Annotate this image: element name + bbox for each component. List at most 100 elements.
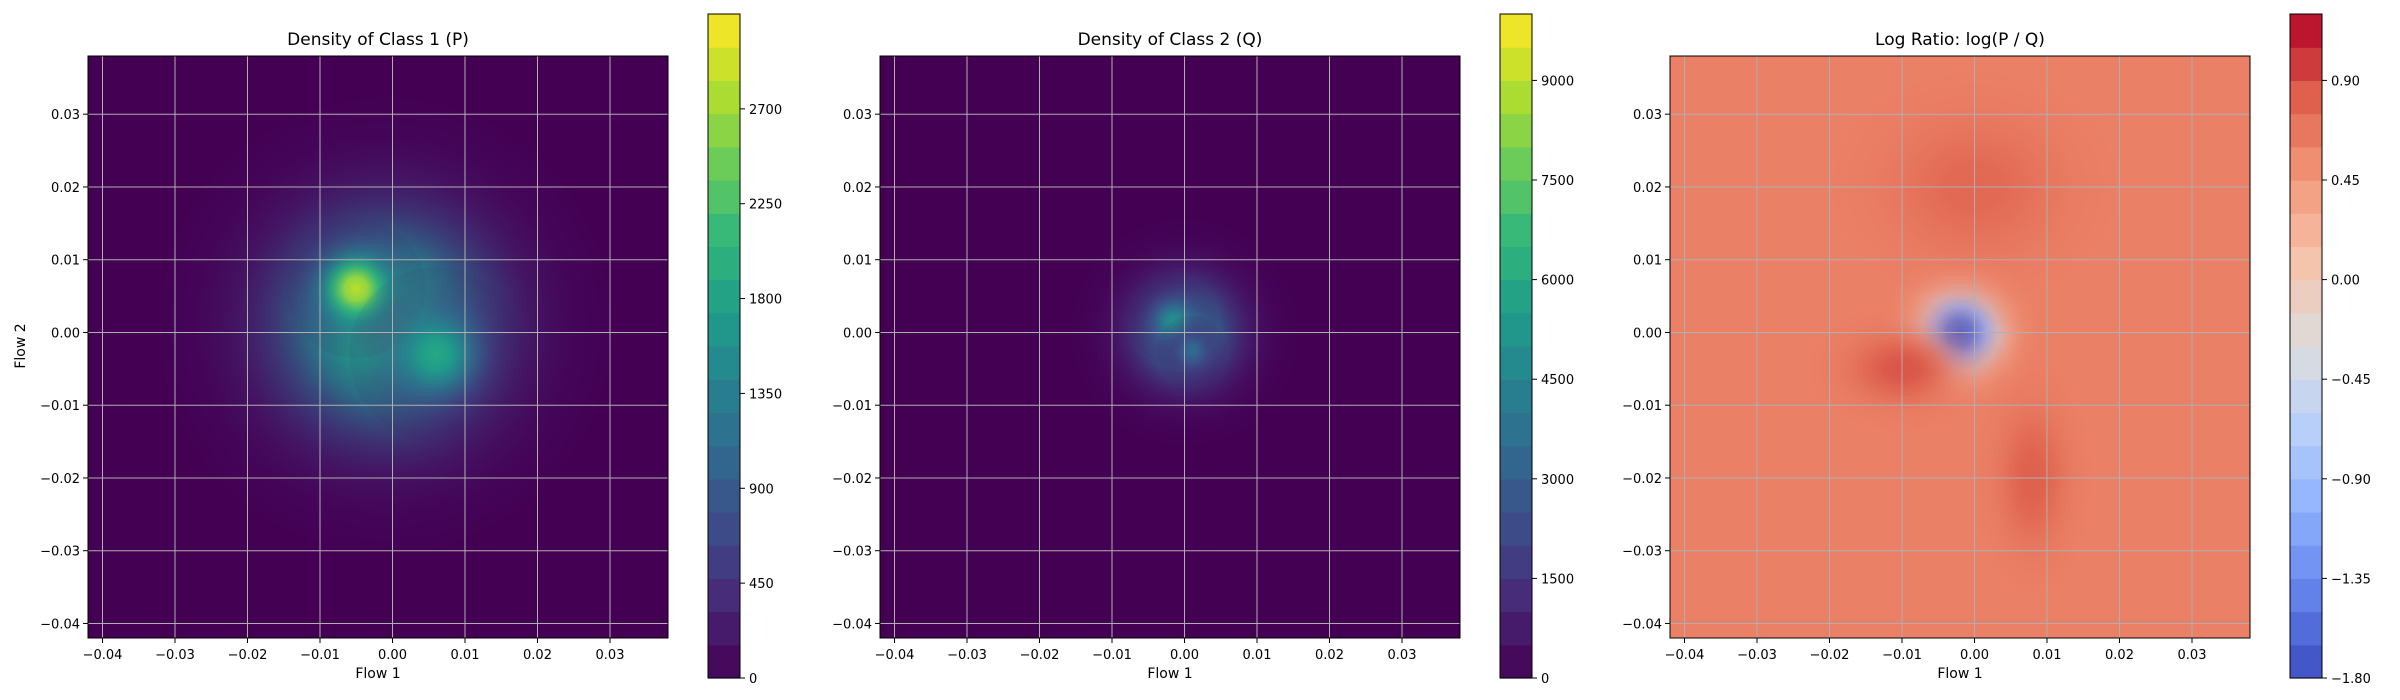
colorbar-segment <box>708 146 740 181</box>
x-tick-label: −0.04 <box>1665 648 1705 663</box>
colorbar-segment <box>708 14 740 48</box>
heatmap-field <box>88 56 668 638</box>
colorbar-tick-label: 6000 <box>1541 274 1574 289</box>
y-tick-label: 0.03 <box>51 108 80 123</box>
x-tick-label: −0.02 <box>1810 648 1850 663</box>
colorbar-tick-label: 450 <box>749 577 774 592</box>
colorbar-segment <box>1500 644 1532 679</box>
y-tick-label: 0.01 <box>843 254 872 269</box>
colorbar-segment <box>1500 611 1532 646</box>
density-blob <box>1156 315 1227 386</box>
colorbar-segment <box>2290 180 2322 214</box>
colorbar-segment <box>1500 146 1532 181</box>
x-axis-label: Flow 1 <box>1937 666 1982 682</box>
y-tick-label: −0.03 <box>832 545 872 560</box>
y-tick-label: −0.03 <box>1622 545 1662 560</box>
colorbar-tick-label: 1350 <box>749 387 782 402</box>
colorbar-tick-label: 2700 <box>749 103 782 118</box>
y-tick-label: 0.03 <box>843 108 872 123</box>
colorbar-segment <box>1500 312 1532 347</box>
colorbar-tick-label: −1.35 <box>2331 572 2371 587</box>
colorbar-segment <box>708 445 740 480</box>
colorbar-segment <box>1500 578 1532 613</box>
x-tick-label: −0.01 <box>1092 648 1132 663</box>
colorbar-tick-label: −0.45 <box>2331 373 2371 388</box>
x-axis-label: Flow 1 <box>355 666 400 682</box>
colorbar: 0 1500 3000 4500 6000 7500 9000 <box>1499 13 1574 687</box>
x-tick-label: 0.03 <box>1388 648 1417 663</box>
colorbar-segment <box>1500 346 1532 380</box>
y-tick-label: 0.03 <box>1633 108 1662 123</box>
colorbar-tick-label: 0.45 <box>2331 174 2360 189</box>
colorbar-tick-label: 1500 <box>1541 572 1574 587</box>
x-tick-label: 0.03 <box>596 648 625 663</box>
colorbar-segment <box>1500 180 1532 214</box>
y-tick-label: −0.04 <box>832 617 872 632</box>
colorbar-segment <box>2290 14 2322 48</box>
colorbar-segment <box>2290 478 2322 513</box>
colorbar-segment <box>708 246 740 281</box>
colorbar-tick-label: −1.80 <box>2331 672 2371 687</box>
y-tick-label: 0.00 <box>1633 326 1662 341</box>
y-axis-label: Flow 2 <box>13 323 29 368</box>
colorbar: −1.80 −1.35 −0.90 −0.45 0.00 0.45 0.90 <box>2289 13 2371 687</box>
plot-area: −0.04 −0.03 −0.02 −0.01 0.00 0.01 0.02 0.03 0.03… <box>1622 55 2251 663</box>
colorbar-segment <box>1500 246 1532 281</box>
colorbar-segment <box>2290 80 2322 115</box>
colorbar-segment <box>708 180 740 214</box>
colorbar-segment <box>708 379 740 413</box>
x-tick-label: 0.02 <box>523 648 552 663</box>
x-tick-label: 0.02 <box>2105 648 2134 663</box>
colorbar-segment <box>708 545 740 579</box>
x-tick-label: 0.00 <box>1170 648 1199 663</box>
colorbar-segment <box>2290 379 2322 413</box>
colorbar-frame <box>1499 13 1533 679</box>
colorbar-segment <box>708 80 740 115</box>
colorbar-segment <box>1500 478 1532 513</box>
y-tick-label: −0.04 <box>40 617 80 632</box>
colorbar-segment <box>2290 611 2322 646</box>
colorbar-segment <box>708 644 740 679</box>
colorbar-segment <box>2290 412 2322 447</box>
heatmap-field <box>1670 56 2250 638</box>
colorbar-segment <box>2290 279 2322 314</box>
colorbar-segment <box>1500 14 1532 48</box>
x-tick-label: −0.04 <box>875 648 915 663</box>
grid <box>88 56 668 638</box>
x-tick-label: 0.01 <box>451 648 480 663</box>
y-tick-label: −0.01 <box>40 399 80 414</box>
x-tick-label: 0.02 <box>1315 648 1344 663</box>
x-tick-label: −0.01 <box>300 648 340 663</box>
density-blob <box>349 266 523 442</box>
x-tick-label: 0.03 <box>2178 648 2207 663</box>
colorbar-segment <box>2290 346 2322 380</box>
heatmap-field <box>880 56 1460 638</box>
grid <box>1670 56 2250 638</box>
colorbar-segment <box>2290 312 2322 347</box>
colorbar-segment <box>708 578 740 613</box>
chart-title: Density of Class 1 (P) <box>287 30 469 50</box>
x-tick-label: −0.04 <box>83 648 123 663</box>
colorbar-tick-label: 1800 <box>749 293 782 308</box>
colorbar-tick-label: 7500 <box>1541 174 1574 189</box>
y-tick-label: −0.04 <box>1622 617 1662 632</box>
colorbar-segment <box>708 412 740 447</box>
colorbar-segment <box>2290 512 2322 546</box>
colorbar: 0 450 900 1350 1800 2250 2700 <box>707 13 782 687</box>
colorbar-segment <box>1500 379 1532 413</box>
colorbar-frame <box>2289 13 2323 679</box>
colorbar-segment <box>708 213 740 247</box>
colorbar-tick-label: 0 <box>1541 672 1549 687</box>
colorbar-segment <box>2290 644 2322 679</box>
colorbar-segment <box>708 512 740 546</box>
axes-frame <box>879 55 1461 639</box>
colorbar-segment <box>1500 80 1532 115</box>
colorbar-segment <box>708 47 740 81</box>
x-axis-label: Flow 1 <box>1147 666 1192 682</box>
colorbar-segment <box>1500 512 1532 546</box>
colorbar-segment <box>708 312 740 347</box>
colorbar-segment <box>2290 113 2322 148</box>
y-tick-label: 0.00 <box>51 326 80 341</box>
y-tick-label: 0.00 <box>843 326 872 341</box>
y-tick-label: 0.01 <box>51 254 80 269</box>
